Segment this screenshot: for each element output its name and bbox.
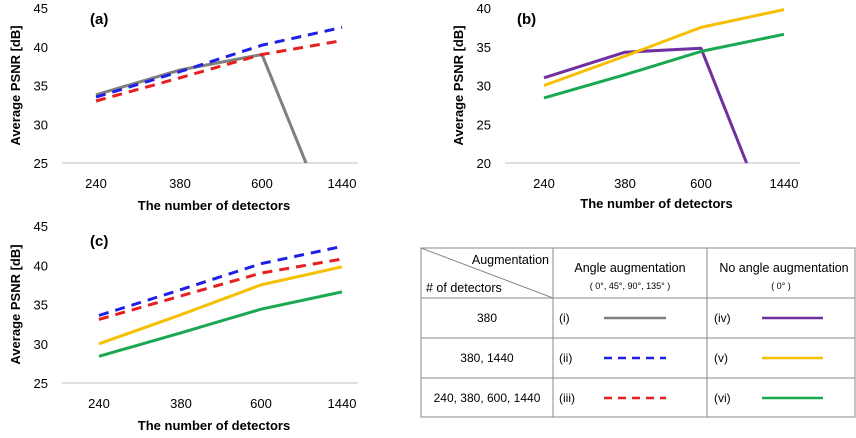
series-line-iv <box>543 46 748 164</box>
legend-header-augmentation: Augmentation <box>472 253 549 267</box>
legend-col2-subtitle: ( 0° ) <box>771 281 791 291</box>
y-tick-label: 40 <box>34 258 48 273</box>
panel-label: (b) <box>517 11 536 28</box>
charts-group: 25 30 35 40 45 240 380 600 1440 The number of det… <box>8 1 800 433</box>
series-line-v <box>543 8 785 87</box>
legend-row-detectors: 380, 1440 <box>460 351 514 365</box>
chart-panel: 20 25 30 35 40 240 380 600 1440 The number of det… <box>451 1 800 211</box>
y-axis-label: Average PSNR [dB] <box>451 25 466 145</box>
legend-row-right-label: (vi) <box>714 391 731 405</box>
y-tick-label: 35 <box>34 79 48 94</box>
y-tick-label: 30 <box>477 79 491 94</box>
x-tick-label: 380 <box>169 176 191 191</box>
y-tick-label: 25 <box>477 117 491 132</box>
y-tick-label: 45 <box>34 219 48 234</box>
x-tick-label: 600 <box>251 176 273 191</box>
series-line-vi <box>98 290 343 358</box>
x-tick-label: 600 <box>690 176 712 191</box>
y-tick-label: 45 <box>34 1 48 16</box>
x-axis-label: The number of detectors <box>138 418 290 433</box>
legend-table: Augmentation # of detectors Angle augmen… <box>420 247 856 418</box>
panel-label: (c) <box>90 233 108 250</box>
x-tick-label: 240 <box>85 176 107 191</box>
series-line-v <box>98 265 343 346</box>
series-line-iii <box>95 39 343 103</box>
y-tick-label: 40 <box>34 40 48 55</box>
y-tick-label: 30 <box>34 117 48 132</box>
legend-col2-title: No angle augmentation <box>719 261 848 275</box>
x-tick-label: 240 <box>88 396 110 411</box>
y-tick-label: 35 <box>477 40 491 55</box>
chart-panel: 25 30 35 40 45 240 380 600 1440 The number of det… <box>8 219 358 433</box>
y-axis-label: Average PSNR [dB] <box>8 244 23 364</box>
legend-table-border <box>420 247 856 418</box>
legend-row-detectors: 240, 380, 600, 1440 <box>434 391 541 405</box>
x-tick-label: 1440 <box>328 176 357 191</box>
y-tick-label: 35 <box>34 298 48 313</box>
y-tick-label: 25 <box>34 156 48 171</box>
y-axis-label: Average PSNR [dB] <box>8 25 23 145</box>
panel-label: (a) <box>90 11 108 28</box>
legend-col1-subtitle: ( 0°, 45°, 90°, 135° ) <box>590 281 670 291</box>
legend-header-diagonal <box>420 247 554 299</box>
x-axis-label: The number of detectors <box>580 196 732 211</box>
legend-header-detectors: # of detectors <box>426 281 502 295</box>
chart-panel: 25 30 35 40 45 240 380 600 1440 The number of det… <box>8 1 358 213</box>
series-line-vi <box>543 32 785 100</box>
legend-row-left-label: (iii) <box>559 391 575 405</box>
x-tick-label: 380 <box>170 396 192 411</box>
y-tick-label: 40 <box>477 1 491 16</box>
legend-row-left-label: (ii) <box>559 351 572 365</box>
y-tick-label: 30 <box>34 337 48 352</box>
y-tick-label: 25 <box>34 376 48 391</box>
x-tick-label: 380 <box>614 176 636 191</box>
legend-row-detectors: 380 <box>477 311 497 325</box>
x-tick-label: 600 <box>250 396 272 411</box>
x-axis-label: The number of detectors <box>138 198 290 213</box>
legend-col1-title: Angle augmentation <box>574 261 685 275</box>
legend-row-left-label: (i) <box>559 311 570 325</box>
series-line-i <box>95 53 308 164</box>
legend-row-right-label: (iv) <box>714 311 731 325</box>
x-tick-label: 1440 <box>770 176 799 191</box>
series-line-iii <box>98 257 343 321</box>
y-tick-label: 20 <box>477 156 491 171</box>
legend-row-right-label: (v) <box>714 351 728 365</box>
series-line-ii <box>95 25 343 99</box>
x-tick-label: 1440 <box>328 396 357 411</box>
x-tick-label: 240 <box>533 176 555 191</box>
series-line-ii <box>98 244 343 317</box>
